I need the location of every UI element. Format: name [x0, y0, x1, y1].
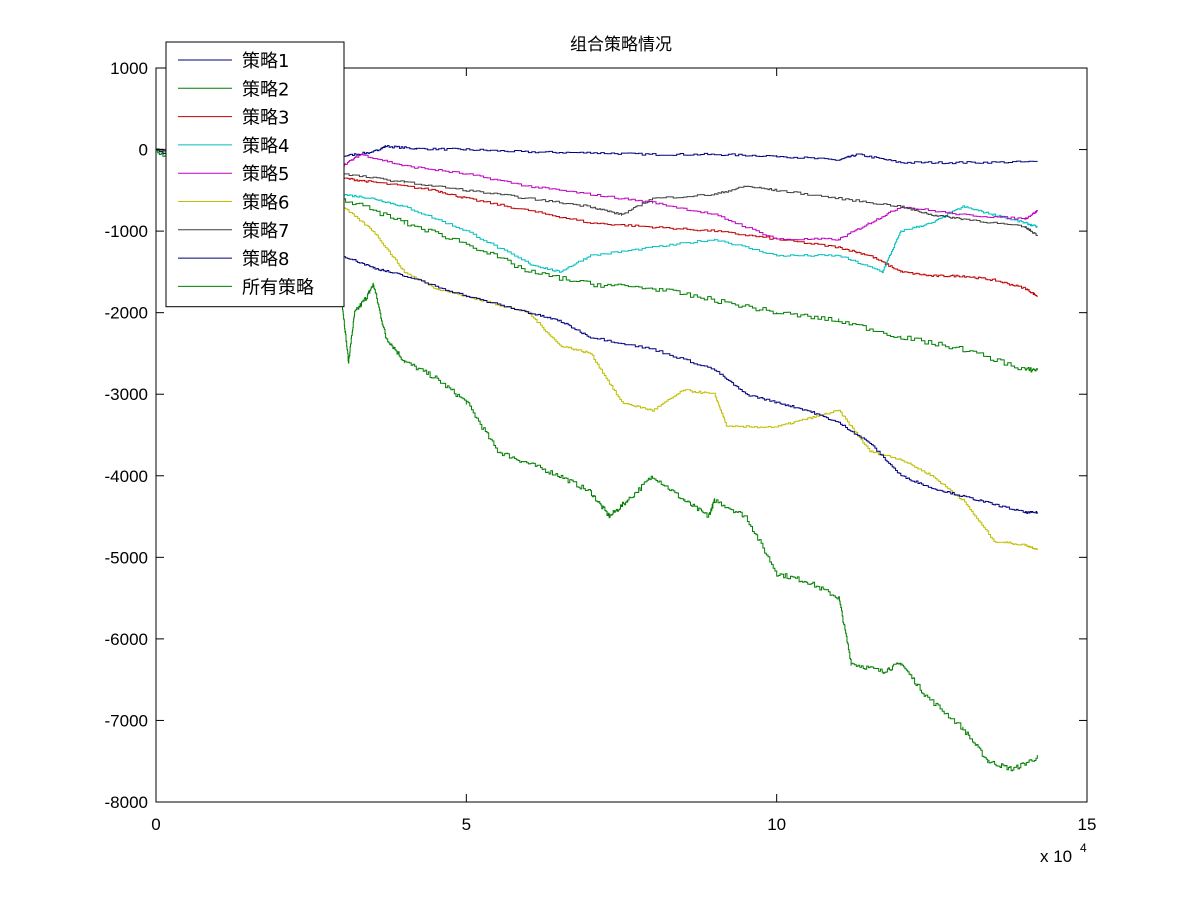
series-line-2 — [156, 148, 1038, 772]
x-multiplier-label: x 10 4 — [1040, 841, 1087, 866]
legend-label: 策略7 — [242, 221, 289, 242]
legend-label: 策略3 — [242, 108, 289, 129]
legend-label: 策略4 — [242, 136, 289, 157]
series-line-6 — [156, 148, 1038, 551]
legend-label: 所有策略 — [242, 277, 314, 298]
ticks-group: 0 5 10 15 1000 0 -1000 -2000 -3000 -4000 -5000 -600… — [105, 59, 1097, 834]
legend: 策略1 策略2 策略3 策略4 策略5 策略6 策略7 策略8 所有策略 — [165, 41, 345, 308]
y-tick-label: -8000 — [105, 793, 148, 812]
y-tick-label: -5000 — [105, 548, 148, 567]
legend-label: 策略2 — [242, 79, 289, 100]
x-multiplier-base: x 10 — [1040, 847, 1072, 866]
x-multiplier-exponent: 4 — [1080, 841, 1087, 855]
y-tick-label: -4000 — [105, 467, 148, 486]
x-tick-label: 15 — [1078, 815, 1097, 834]
chart-title: 组合策略情况 — [570, 35, 672, 55]
legend-label: 策略1 — [242, 51, 289, 72]
y-tick-label: 1000 — [110, 59, 148, 78]
x-tick-label: 5 — [462, 815, 471, 834]
y-tick-label: -1000 — [105, 222, 148, 241]
y-tick-label: -2000 — [105, 304, 148, 323]
legend-label: 策略8 — [242, 249, 289, 270]
x-tick-label: 10 — [767, 815, 786, 834]
series-line-8 — [156, 149, 1038, 514]
y-tick-label: -3000 — [105, 385, 148, 404]
x-tick-label: 0 — [151, 815, 160, 834]
series-line-3 — [156, 148, 1038, 297]
legend-label: 策略5 — [242, 164, 289, 185]
y-tick-label: -7000 — [105, 711, 148, 730]
legend-label: 策略6 — [242, 193, 289, 214]
legend-box — [165, 41, 345, 308]
y-tick-label: 0 — [139, 141, 148, 160]
y-tick-label: -6000 — [105, 630, 148, 649]
